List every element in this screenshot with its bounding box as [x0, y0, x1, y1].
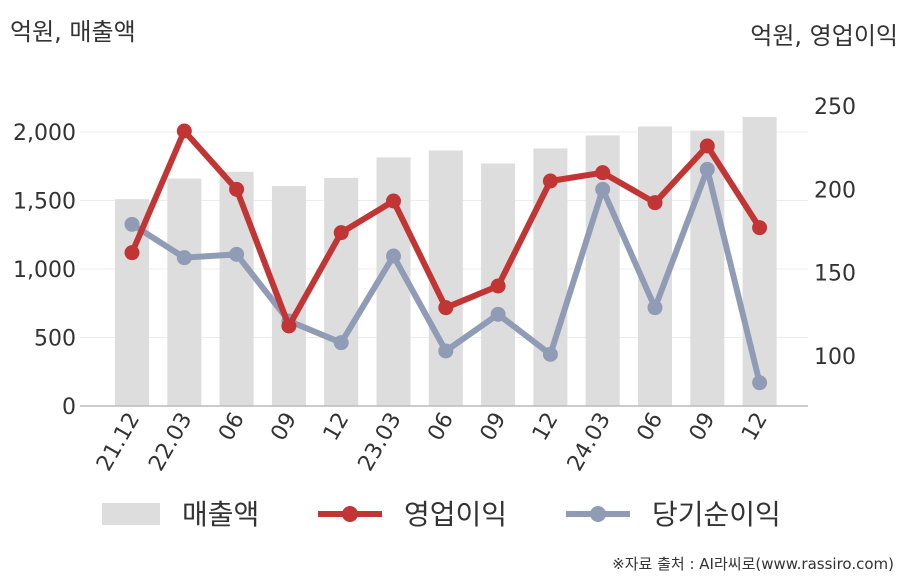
left-axis-unit-label: 억원, 매출액 [10, 18, 136, 46]
point-영업이익-22.03 [176, 123, 192, 139]
point-영업이익-06 [438, 300, 454, 316]
x-tick-label: 06 [633, 409, 669, 446]
legend-label-당기순이익: 당기순이익 [652, 498, 781, 531]
bar-layer [115, 116, 777, 407]
y-right-tick-label: 150 [814, 262, 856, 287]
point-영업이익-09 [281, 318, 297, 334]
x-tick-label: 12 [528, 409, 564, 446]
x-tick-label: 23.03 [354, 409, 407, 476]
bar-12 [533, 148, 568, 406]
y-right-tick-label: 100 [814, 345, 856, 370]
point-당기순이익-21.12 [124, 216, 140, 232]
point-당기순이익-06 [229, 246, 245, 262]
y-left-tick-label: 500 [34, 327, 76, 352]
x-tick-label: 24.03 [563, 409, 616, 476]
point-영업이익-06 [229, 181, 245, 197]
x-tick-label: 06 [423, 409, 459, 446]
x-tick-label: 09 [476, 408, 512, 445]
x-tick-label: 06 [214, 409, 250, 446]
legend-swatch-매출액 [102, 503, 160, 525]
point-당기순이익-09 [490, 306, 506, 322]
left-tick-layer: 0 500 1,000 1,500 2,000 [13, 121, 76, 420]
bar-06 [219, 171, 254, 406]
legend-label-매출액: 매출액 [182, 498, 259, 531]
right-axis-unit-label: 억원, 영업이익 [750, 22, 898, 50]
point-영업이익-21.12 [124, 245, 140, 261]
y-right-tick-label: 250 [814, 95, 856, 120]
point-당기순이익-12 [752, 375, 768, 391]
x-tick-label: 09 [685, 409, 721, 446]
y-left-tick-label: 1,500 [13, 190, 76, 215]
bar-06 [638, 126, 672, 407]
point-당기순이익-22.03 [176, 250, 192, 266]
point-영업이익-12 [752, 220, 768, 236]
point-당기순이익-06 [438, 343, 454, 359]
bar-12 [742, 116, 777, 407]
y-left-tick-label: 2,000 [13, 121, 76, 146]
point-영업이익-23.03 [386, 193, 401, 209]
point-당기순이익-24.03 [595, 181, 611, 197]
bar-22.03 [167, 178, 202, 406]
bar-12 [324, 177, 359, 406]
y-left-tick-label: 1,000 [13, 258, 76, 283]
point-영업이익-12 [542, 173, 558, 189]
x-tick-label: 12 [319, 409, 355, 446]
x-tick-label: 12 [737, 409, 773, 446]
line-layer [124, 123, 768, 391]
point-영업이익-12 [333, 225, 349, 241]
legend-marker-영업이익 [342, 506, 358, 522]
legend-label-영업이익: 영업이익 [404, 498, 507, 531]
y-left-tick-label: 0 [62, 395, 76, 420]
x-tick-label: 21.12 [92, 409, 145, 476]
point-영업이익-09 [490, 278, 506, 294]
x-tick-label: 22.03 [144, 409, 197, 476]
point-당기순이익-23.03 [386, 248, 401, 264]
x-tick-label: 09 [266, 409, 302, 446]
legend: 매출액 영업이익 당기순이익 [102, 498, 781, 531]
y-right-tick-label: 200 [814, 178, 856, 203]
right-tick-layer: 100 150 200 250 [814, 95, 856, 370]
point-영업이익-09 [699, 138, 715, 154]
point-당기순이익-12 [542, 346, 558, 362]
source-note: ※자료 출처 : AI라씨로(www.rassiro.com) [612, 555, 894, 573]
x-tick-layer: 21.12 22.03 06 09 12 23.03 06 09 12 24.03 06 09 12 [92, 408, 773, 475]
point-영업이익-06 [647, 195, 663, 211]
point-당기순이익-06 [647, 300, 663, 316]
legend-marker-당기순이익 [590, 506, 606, 522]
point-당기순이익-12 [333, 335, 349, 351]
point-당기순이익-09 [699, 161, 715, 177]
point-영업이익-24.03 [595, 165, 611, 181]
